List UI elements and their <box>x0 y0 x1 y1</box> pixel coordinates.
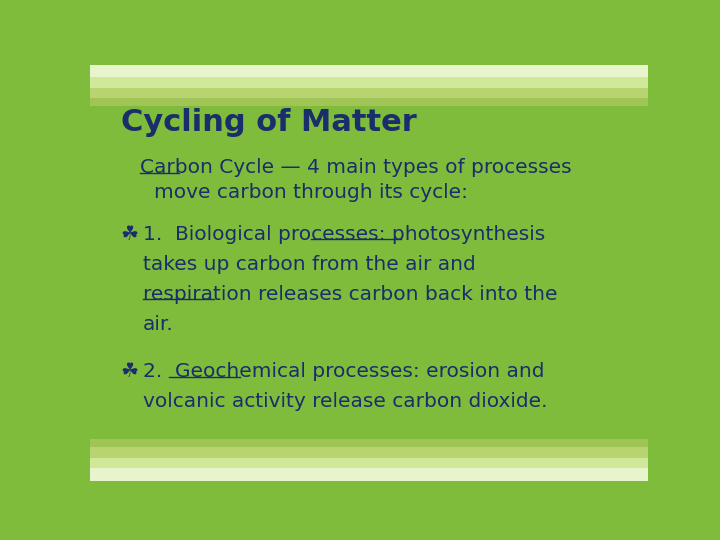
Bar <box>90 447 648 458</box>
Bar <box>90 458 648 468</box>
Text: volcanic activity release carbon dioxide.: volcanic activity release carbon dioxide… <box>143 392 547 411</box>
Text: 2.  Geochemical processes: erosion and: 2. Geochemical processes: erosion and <box>143 362 544 381</box>
Text: move carbon through its cycle:: move carbon through its cycle: <box>154 183 468 202</box>
Bar <box>90 77 648 87</box>
Text: ☘: ☘ <box>121 225 139 244</box>
Text: respiration releases carbon back into the: respiration releases carbon back into th… <box>143 285 557 304</box>
Text: air.: air. <box>143 315 174 334</box>
Text: Carbon Cycle — 4 main types of processes: Carbon Cycle — 4 main types of processes <box>140 158 572 177</box>
Text: takes up carbon from the air and: takes up carbon from the air and <box>143 255 476 274</box>
Bar <box>90 87 648 98</box>
Text: ☘: ☘ <box>121 362 139 381</box>
Text: Cycling of Matter: Cycling of Matter <box>121 109 416 138</box>
Bar <box>90 468 648 481</box>
Text: 1.  Biological processes: photosynthesis: 1. Biological processes: photosynthesis <box>143 225 545 244</box>
Bar <box>90 439 648 447</box>
Bar <box>90 98 648 106</box>
Bar <box>90 65 648 77</box>
